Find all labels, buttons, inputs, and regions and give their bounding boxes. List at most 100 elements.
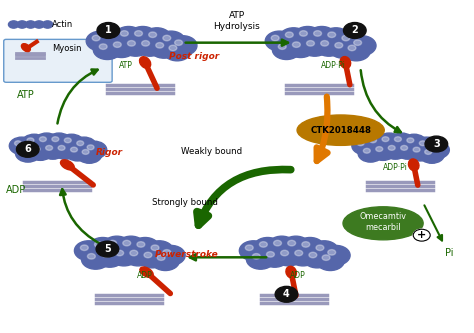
Circle shape (174, 40, 182, 45)
Circle shape (46, 146, 53, 150)
Circle shape (81, 245, 88, 250)
Circle shape (370, 138, 376, 143)
Circle shape (295, 250, 303, 256)
Circle shape (300, 31, 308, 36)
Circle shape (314, 31, 321, 36)
Circle shape (321, 41, 328, 46)
Circle shape (77, 141, 84, 146)
Circle shape (123, 240, 131, 246)
Circle shape (131, 237, 159, 257)
FancyArrowPatch shape (57, 70, 98, 124)
Circle shape (348, 45, 356, 51)
Circle shape (72, 137, 96, 155)
Circle shape (382, 137, 389, 142)
Circle shape (117, 236, 145, 256)
Circle shape (354, 40, 362, 45)
Circle shape (275, 246, 303, 266)
Circle shape (169, 45, 177, 51)
Circle shape (15, 141, 21, 146)
Text: Weakly bound: Weakly bound (181, 147, 242, 156)
Circle shape (303, 248, 331, 268)
Text: 1: 1 (105, 25, 112, 35)
Circle shape (157, 255, 165, 260)
Circle shape (113, 42, 121, 47)
Circle shape (94, 242, 102, 247)
Circle shape (322, 28, 350, 48)
Ellipse shape (139, 57, 151, 68)
Circle shape (425, 136, 447, 152)
Circle shape (292, 42, 301, 47)
Circle shape (128, 27, 157, 46)
Circle shape (265, 31, 293, 51)
Circle shape (40, 142, 65, 159)
Circle shape (329, 38, 357, 58)
Ellipse shape (297, 115, 384, 146)
Circle shape (151, 251, 180, 270)
Circle shape (143, 28, 171, 48)
Circle shape (286, 38, 315, 58)
Circle shape (316, 245, 324, 250)
Text: 2: 2 (351, 25, 358, 35)
Text: ADP: ADP (291, 270, 306, 279)
Circle shape (364, 148, 370, 153)
Circle shape (310, 241, 338, 261)
Circle shape (100, 28, 128, 48)
Circle shape (92, 35, 100, 41)
Text: ATP: ATP (119, 61, 133, 70)
Text: ADP: ADP (137, 270, 153, 279)
Circle shape (82, 141, 107, 159)
Text: ATP
Hydrolysis: ATP Hydrolysis (214, 11, 260, 31)
Circle shape (124, 246, 152, 266)
Text: Post rigor: Post rigor (169, 52, 219, 61)
Text: Powerstroke: Powerstroke (155, 250, 219, 259)
Circle shape (150, 38, 178, 58)
Text: Omecamtiv
mecarbil: Omecamtiv mecarbil (360, 212, 407, 232)
Circle shape (342, 35, 350, 41)
Circle shape (106, 32, 114, 38)
FancyArrowPatch shape (190, 254, 266, 260)
Circle shape (268, 236, 296, 256)
Circle shape (275, 286, 298, 302)
Circle shape (308, 27, 336, 46)
Circle shape (289, 246, 317, 266)
Circle shape (163, 35, 171, 41)
Ellipse shape (61, 160, 74, 170)
Text: 4: 4 (283, 289, 290, 299)
Circle shape (17, 142, 39, 157)
Circle shape (110, 246, 138, 266)
Circle shape (26, 21, 36, 28)
Circle shape (9, 21, 19, 28)
FancyArrowPatch shape (317, 97, 328, 161)
Circle shape (425, 150, 432, 155)
Circle shape (388, 146, 395, 150)
Circle shape (108, 38, 136, 58)
Circle shape (121, 36, 150, 56)
Circle shape (142, 41, 149, 46)
Circle shape (109, 240, 117, 246)
Circle shape (365, 134, 389, 152)
Text: +: + (417, 230, 426, 240)
Circle shape (252, 253, 260, 259)
Circle shape (21, 148, 27, 153)
Circle shape (89, 237, 117, 257)
Circle shape (254, 237, 282, 257)
Circle shape (401, 134, 427, 152)
Circle shape (371, 143, 395, 161)
Circle shape (34, 133, 59, 151)
Circle shape (86, 31, 115, 51)
Circle shape (46, 133, 72, 151)
Circle shape (376, 147, 383, 152)
Circle shape (34, 21, 44, 28)
Text: Pi: Pi (445, 248, 453, 258)
FancyArrowPatch shape (424, 205, 442, 240)
Circle shape (293, 27, 322, 46)
Text: CTK2018448: CTK2018448 (310, 126, 371, 135)
Circle shape (271, 35, 279, 41)
Circle shape (424, 141, 449, 159)
Circle shape (335, 43, 343, 48)
Circle shape (130, 250, 138, 256)
Ellipse shape (21, 44, 30, 52)
Circle shape (93, 40, 121, 60)
FancyArrowPatch shape (60, 189, 100, 244)
Circle shape (246, 249, 275, 269)
